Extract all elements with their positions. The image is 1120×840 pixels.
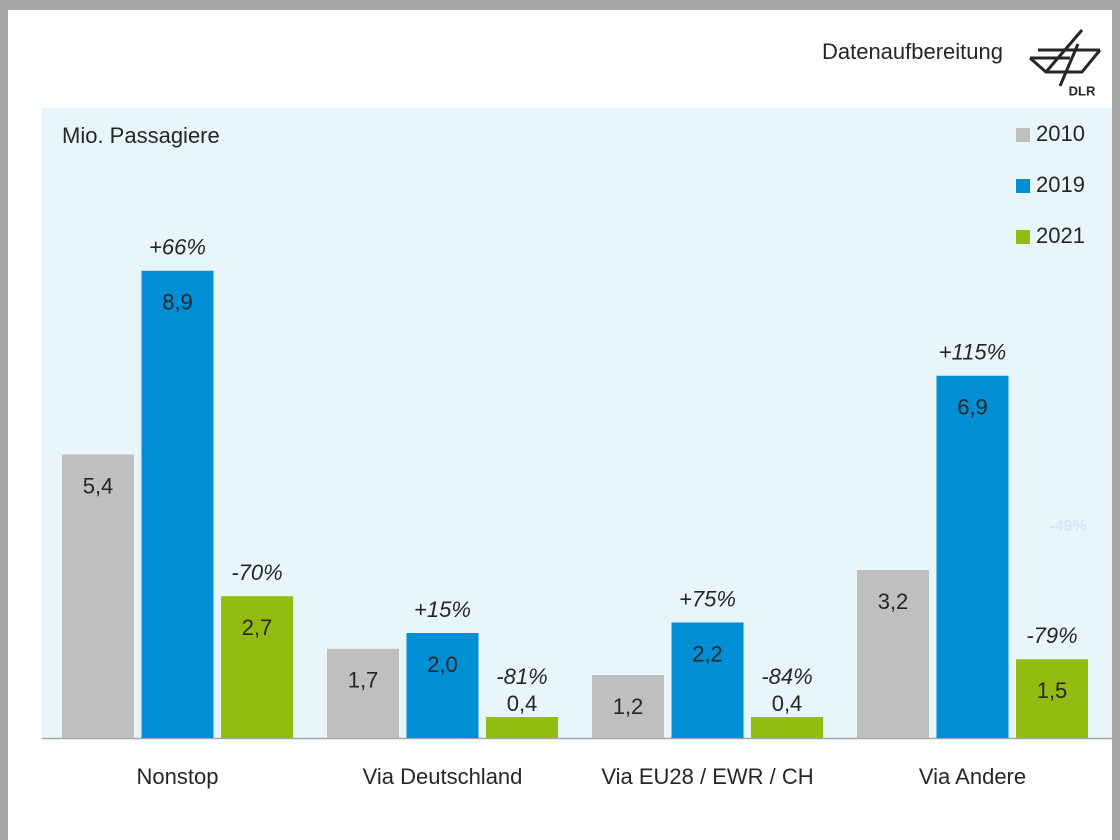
- change-label: -81%: [496, 664, 547, 689]
- bar: [936, 375, 1009, 738]
- logo: [1029, 29, 1102, 87]
- change-label: +115%: [939, 340, 1006, 365]
- value-label: 1,7: [348, 668, 379, 693]
- change-label: -79%: [1026, 623, 1077, 648]
- bar: [486, 717, 558, 738]
- value-label: 0,4: [507, 691, 538, 716]
- legend-swatch: [1016, 128, 1030, 142]
- x-tick-label: Nonstop: [137, 764, 219, 789]
- x-tick-label: Via EU28 / EWR / CH: [601, 764, 813, 789]
- bar: [1016, 659, 1088, 738]
- plot-area: [42, 108, 1112, 738]
- bar: [751, 717, 823, 738]
- change-label: +15%: [414, 597, 471, 622]
- source: Datenaufbereitung: [822, 39, 1003, 64]
- legend-label: 2010: [1036, 121, 1085, 146]
- legend-swatch: [1016, 179, 1030, 193]
- bar: [221, 596, 293, 738]
- legend-swatch: [1016, 230, 1030, 244]
- bar: [406, 633, 479, 738]
- value-label: 1,2: [613, 694, 644, 719]
- value-label: 1,5: [1037, 678, 1068, 703]
- change-label: -70%: [231, 560, 282, 585]
- value-label: 2,2: [692, 641, 723, 666]
- annotation: -49%: [1049, 518, 1086, 535]
- bar: [141, 270, 214, 738]
- bar: [671, 622, 744, 738]
- value-label: 3,2: [878, 589, 909, 614]
- value-label: 5,4: [83, 473, 114, 498]
- bar: [592, 675, 664, 738]
- value-label: 0,4: [772, 691, 803, 716]
- value-label: 2,7: [242, 615, 273, 640]
- bar: [857, 570, 929, 738]
- bar: [62, 454, 134, 738]
- logo-text: DLR: [1069, 83, 1096, 98]
- x-tick-label: Via Andere: [919, 764, 1026, 789]
- change-label: -84%: [761, 664, 812, 689]
- bar: [327, 648, 399, 738]
- value-label: 6,9: [957, 395, 988, 420]
- y-axis-label: Mio. Passagiere: [62, 123, 220, 148]
- change-label: +66%: [149, 235, 206, 260]
- value-label: 8,9: [162, 290, 193, 315]
- legend-label: 2019: [1036, 172, 1085, 197]
- x-tick-label: Via Deutschland: [363, 764, 523, 789]
- change-label: +75%: [679, 586, 736, 611]
- value-label: 2,0: [427, 652, 458, 677]
- legend-label: 2021: [1036, 223, 1085, 248]
